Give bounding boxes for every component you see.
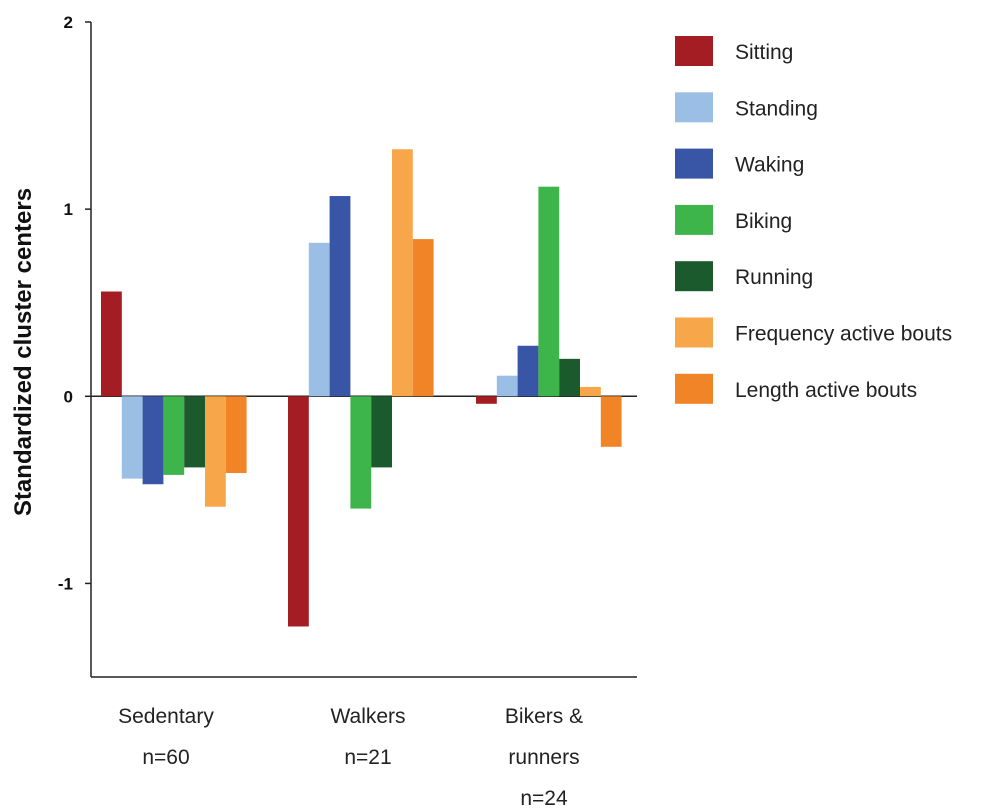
category-labels: Sedentary n=60 Walkers n=21 Bikers & runners n… [118,705,583,809]
x-tick-label: Walkers [330,705,405,728]
bar [371,396,392,468]
legend-label: Frequency active bouts [735,323,952,346]
bar [288,396,309,627]
bar [329,196,351,397]
bar [184,396,205,468]
legend-label: Waking [735,154,804,177]
legend-swatch [675,204,713,235]
bar [225,396,247,474]
bar [517,345,539,397]
legend-swatch [675,373,713,404]
legend-swatch [675,317,713,348]
legend-swatch [675,148,713,179]
legend-label: Running [735,266,813,289]
bar [121,396,143,479]
bar [392,149,413,397]
legend-swatch [675,36,713,66]
bar [163,396,185,475]
x-tick-label: n=24 [520,787,568,809]
legend-label: Length active bouts [735,379,917,402]
y-tick-label: 1 [64,200,73,219]
bar [101,291,122,397]
y-axis-label: Standardized cluster centers [10,188,37,516]
y-tick-label: -1 [58,574,73,593]
bar [559,358,580,397]
bar [205,396,226,507]
legend-label: Sitting [735,41,793,64]
bar [412,239,434,397]
legend-swatch [675,92,713,123]
bar [350,396,372,509]
axes: 2 1 0 -1 [58,13,637,678]
legend-swatch [675,261,713,292]
x-tick-label: runners [508,746,579,769]
legend-label: Standing [735,97,818,120]
bar [600,396,622,447]
x-tick-label: n=60 [142,746,189,769]
y-tick-label: 0 [64,387,73,406]
legend-label: Biking [735,210,792,233]
x-tick-label: n=21 [344,746,391,769]
x-tick-label: Bikers & [505,705,583,728]
bar [496,375,518,397]
bar [142,396,164,485]
bar [580,386,601,397]
bar [308,242,330,397]
bar [476,396,497,404]
y-tick-label: 2 [64,13,73,32]
bar [538,186,560,397]
legend: Sitting Standing Waking Biking Running Freque… [675,36,952,404]
bars [101,149,622,627]
x-tick-label: Sedentary [118,705,214,728]
